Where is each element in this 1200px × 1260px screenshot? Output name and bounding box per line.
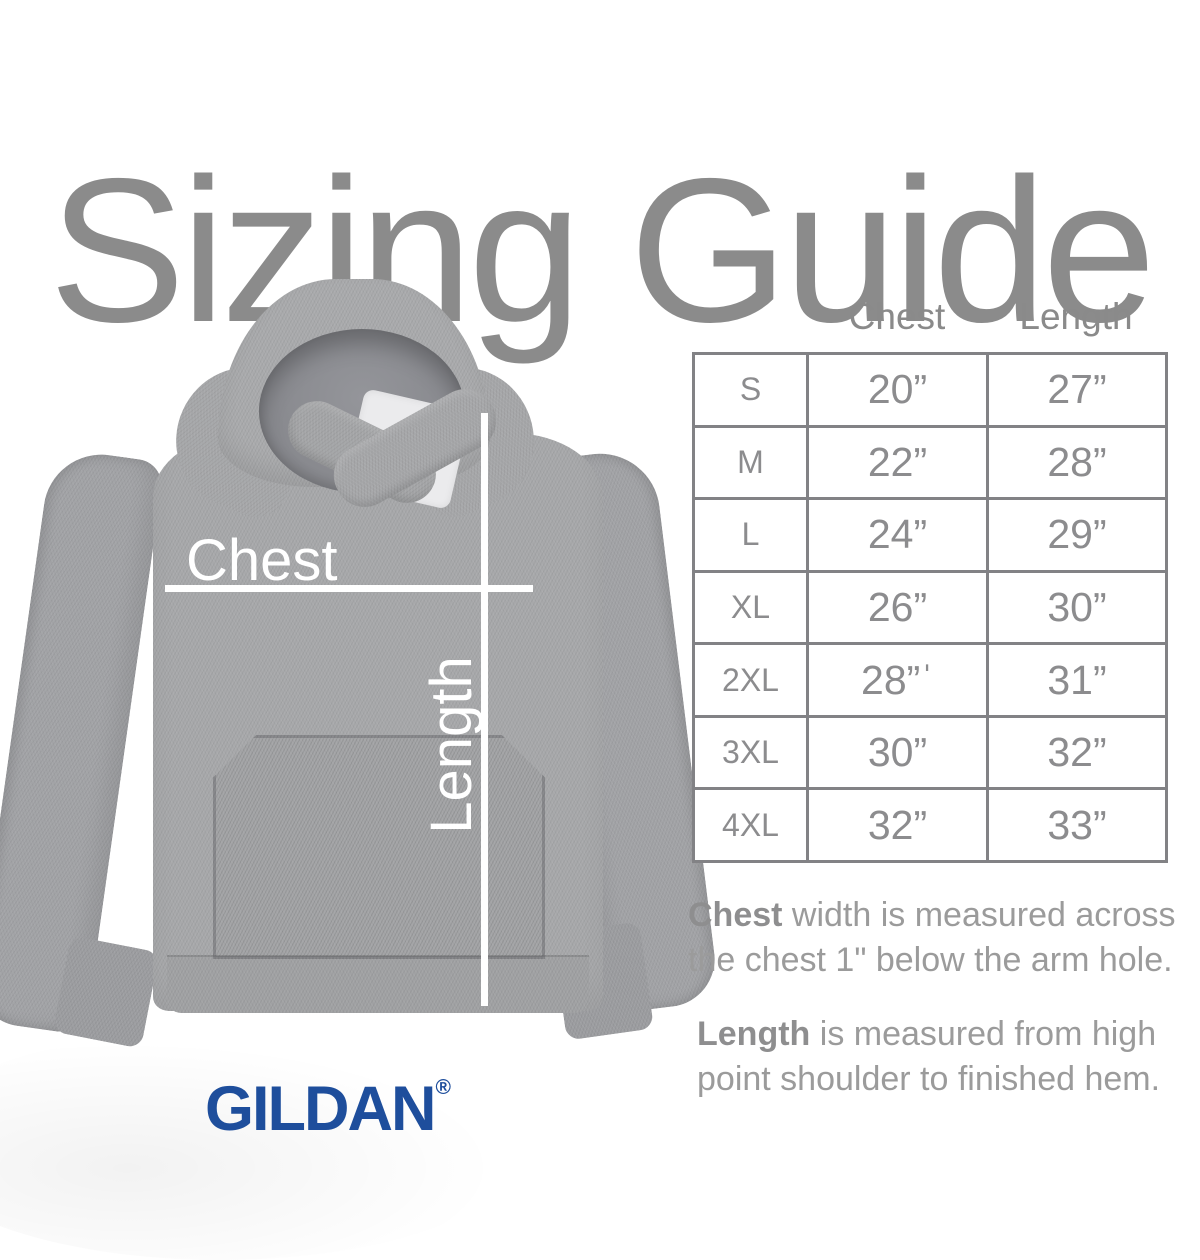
chest-value: 22” xyxy=(806,424,989,501)
chest-value: 24” xyxy=(806,497,989,573)
gildan-logo: GILDAN® xyxy=(205,1076,451,1141)
length-note-line2: point shoulder to finished hem. xyxy=(697,1060,1161,1098)
chest-value: 32” xyxy=(806,787,989,863)
length-value: 27” xyxy=(986,352,1168,428)
chest-value: 26” xyxy=(806,569,989,646)
chest-value: 28”ˈ xyxy=(806,642,989,718)
table-row: XL 26” 30” xyxy=(692,569,1168,646)
chest-measure-label: Chest xyxy=(186,528,338,593)
size-label: S xyxy=(692,352,809,428)
hoodie-kangaroo-pocket xyxy=(213,735,545,959)
chest-note-rest: width is measured across xyxy=(782,896,1176,934)
table-row: 2XL 28”ˈ 31” xyxy=(692,642,1168,718)
table-row: 4XL 32” 33” xyxy=(692,787,1168,863)
size-label: 3XL xyxy=(692,714,809,791)
table-row: S 20” 27” xyxy=(692,352,1168,428)
size-table: S 20” 27” M 22” 28” L 24” 29” XL 26” 30”… xyxy=(692,352,1168,863)
length-value: 30” xyxy=(986,569,1168,646)
length-value: 31” xyxy=(986,642,1168,718)
length-note: Length is measured from high point shoul… xyxy=(697,1012,1187,1102)
length-measure-label: Length xyxy=(419,656,484,834)
page-title: Sizing Guide xyxy=(48,136,1156,366)
hoodie-photo xyxy=(0,275,721,1065)
length-note-rest: is measured from high xyxy=(810,1015,1157,1053)
length-value: 28” xyxy=(986,424,1168,501)
length-measure-line xyxy=(481,413,488,1006)
size-label: M xyxy=(692,424,809,501)
table-row: L 24” 29” xyxy=(692,497,1168,573)
hoodie-hem-band xyxy=(167,955,589,1013)
size-label: XL xyxy=(692,569,809,646)
length-value: 29” xyxy=(986,497,1168,573)
size-label: 2XL xyxy=(692,642,809,718)
hoodie-left-cuff xyxy=(52,935,160,1049)
chest-measure-line xyxy=(165,585,533,592)
table-row: M 22” 28” xyxy=(692,424,1168,501)
chest-note: Chest width is measured across the chest… xyxy=(688,893,1178,983)
size-label: L xyxy=(692,497,809,573)
size-label: 4XL xyxy=(692,787,809,863)
chest-value: 30” xyxy=(806,714,989,791)
length-note-term: Length xyxy=(697,1015,811,1053)
table-header-chest: Chest xyxy=(848,296,946,337)
table-header-length: Length xyxy=(1019,296,1133,337)
length-value: 33” xyxy=(986,787,1168,863)
table-row: 3XL 30” 32” xyxy=(692,714,1168,791)
chest-value: 20” xyxy=(806,352,989,428)
gildan-logo-text: GILDAN xyxy=(205,1074,436,1144)
registered-trademark-symbol: ® xyxy=(435,1076,451,1099)
length-value: 32” xyxy=(986,714,1168,791)
chest-note-term: Chest xyxy=(688,896,783,934)
hoodie-torso xyxy=(153,433,603,1011)
chest-note-line2: the chest 1" below the arm hole. xyxy=(688,941,1173,979)
